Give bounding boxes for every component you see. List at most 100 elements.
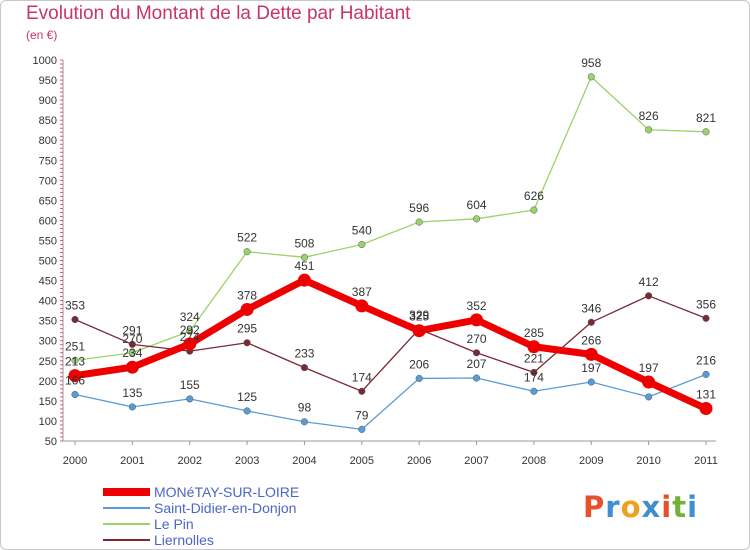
y-tick-label: 700 bbox=[39, 175, 57, 187]
data-label: 125 bbox=[237, 390, 257, 404]
legend-label: Le Pin bbox=[154, 516, 194, 532]
x-tick-label: 2008 bbox=[522, 455, 546, 467]
y-tick-label: 800 bbox=[39, 135, 57, 147]
data-point bbox=[243, 248, 251, 256]
data-label: 221 bbox=[524, 351, 544, 365]
data-point bbox=[125, 360, 139, 374]
legend-label: MONéTAY-SUR-LOIRE bbox=[154, 484, 299, 500]
data-label: 266 bbox=[581, 333, 601, 347]
data-point bbox=[186, 327, 194, 335]
data-point bbox=[587, 318, 595, 326]
data-point bbox=[358, 240, 366, 249]
x-tick-label: 2002 bbox=[177, 455, 201, 467]
data-point bbox=[128, 349, 136, 357]
data-point bbox=[530, 206, 538, 214]
y-tick-label: 300 bbox=[39, 336, 57, 348]
y-tick-label: 150 bbox=[39, 396, 57, 408]
data-point bbox=[415, 374, 423, 382]
legend-label: Saint-Didier-en-Donjon bbox=[154, 500, 296, 516]
data-label: 292 bbox=[180, 323, 200, 337]
data-point bbox=[530, 368, 538, 376]
data-label: 197 bbox=[581, 361, 601, 375]
data-point bbox=[128, 340, 136, 348]
data-label: 353 bbox=[65, 298, 85, 312]
data-label: 291 bbox=[122, 323, 142, 337]
data-label: 213 bbox=[65, 355, 85, 369]
data-point bbox=[587, 378, 595, 386]
data-point bbox=[699, 402, 713, 416]
data-label: 174 bbox=[524, 370, 544, 384]
x-tick-label: 2005 bbox=[350, 455, 374, 467]
logo-letter: P bbox=[583, 490, 606, 524]
data-label: 274 bbox=[180, 330, 200, 344]
x-tick-label: 2006 bbox=[407, 455, 431, 467]
data-point bbox=[68, 369, 82, 383]
data-point bbox=[587, 73, 595, 81]
logo-letter: r bbox=[605, 490, 621, 524]
data-label: 135 bbox=[122, 386, 142, 400]
x-tick-label: 2003 bbox=[235, 455, 259, 467]
data-point bbox=[243, 407, 251, 415]
data-label: 356 bbox=[696, 297, 716, 311]
x-tick-label: 2004 bbox=[292, 455, 316, 467]
data-point bbox=[470, 313, 484, 327]
data-label: 216 bbox=[696, 353, 716, 367]
y-tick-label: 200 bbox=[39, 376, 57, 388]
series-line-3 bbox=[74, 295, 707, 392]
data-point bbox=[358, 387, 366, 395]
logo-letter: i bbox=[661, 490, 673, 524]
data-label: 325 bbox=[409, 310, 429, 324]
y-tick-label: 250 bbox=[39, 356, 57, 368]
x-tick-label: 2010 bbox=[636, 455, 660, 467]
data-point bbox=[300, 418, 309, 426]
logo-letter: o bbox=[620, 490, 642, 524]
data-point bbox=[702, 128, 710, 136]
y-tick-label: 1000 bbox=[33, 55, 57, 67]
y-tick-label: 500 bbox=[39, 256, 57, 268]
y-tick-label: 600 bbox=[39, 215, 57, 227]
data-label: 98 bbox=[298, 401, 312, 415]
y-tick-label: 400 bbox=[39, 296, 57, 308]
data-point bbox=[128, 403, 136, 411]
data-point bbox=[645, 292, 653, 300]
data-point bbox=[183, 337, 197, 351]
chart-title: Evolution du Montant de la Dette par Hab… bbox=[26, 3, 411, 24]
data-point bbox=[702, 370, 710, 378]
data-point bbox=[300, 253, 309, 261]
data-point bbox=[527, 340, 541, 354]
data-label: 131 bbox=[696, 388, 716, 402]
y-tick-label: 50 bbox=[45, 436, 57, 448]
x-tick-label: 2011 bbox=[694, 455, 718, 467]
data-point bbox=[645, 393, 653, 401]
legend: MONéTAY-SUR-LOIRESaint-Didier-en-DonjonL… bbox=[103, 484, 299, 548]
data-label: 79 bbox=[355, 408, 369, 422]
proxiti-logo: Proxiti bbox=[583, 490, 698, 524]
data-point bbox=[243, 339, 251, 347]
data-point bbox=[300, 364, 309, 372]
data-label: 234 bbox=[122, 346, 142, 360]
logo-letter: i bbox=[687, 490, 699, 524]
data-label: 346 bbox=[581, 301, 601, 315]
data-label: 233 bbox=[294, 347, 314, 361]
data-label: 378 bbox=[237, 288, 257, 302]
data-point bbox=[472, 374, 481, 382]
data-label: 626 bbox=[524, 189, 544, 203]
axes: 50 100 150 200 250 300 350 400 450 500 550 600 650 70… bbox=[33, 55, 718, 467]
data-label: 155 bbox=[180, 378, 200, 392]
data-point bbox=[412, 324, 426, 338]
data-point bbox=[645, 126, 653, 134]
y-tick-label: 950 bbox=[39, 75, 57, 87]
y-tick-label: 350 bbox=[39, 316, 57, 328]
data-label: 329 bbox=[409, 308, 429, 322]
unit-label: (en €) bbox=[26, 28, 58, 42]
data-point bbox=[702, 314, 710, 322]
x-tick-label: 2001 bbox=[120, 455, 144, 467]
data-label: 387 bbox=[352, 285, 372, 299]
x-tick-label: 2007 bbox=[464, 455, 488, 467]
data-point bbox=[642, 375, 656, 389]
x-tick-label: 2000 bbox=[63, 455, 87, 467]
data-label: 197 bbox=[639, 361, 659, 375]
data-label: 522 bbox=[237, 231, 257, 245]
data-label: 958 bbox=[581, 56, 601, 70]
